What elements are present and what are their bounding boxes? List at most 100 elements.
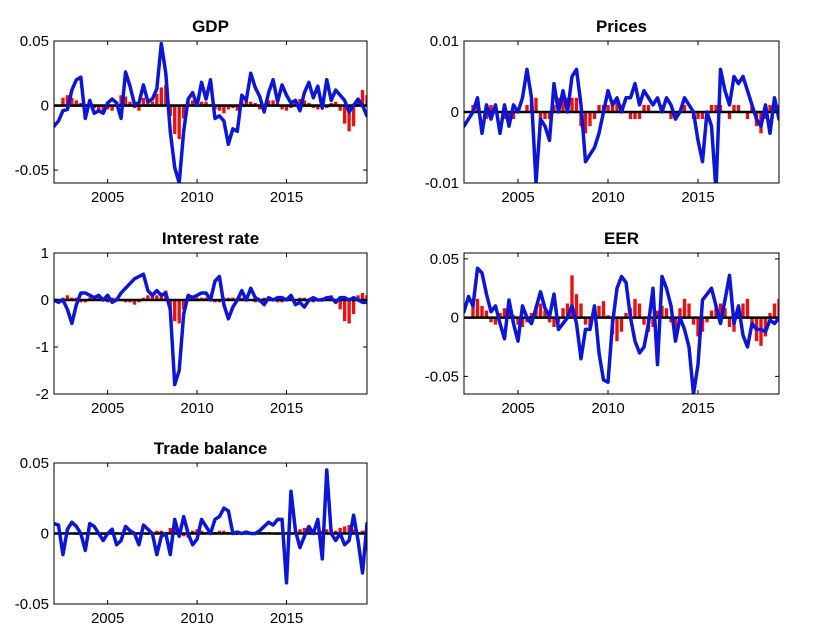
bar bbox=[181, 105, 186, 119]
bar bbox=[222, 530, 226, 534]
bar bbox=[360, 90, 365, 106]
y-tick-label: -2 bbox=[36, 386, 49, 403]
bar bbox=[727, 112, 732, 120]
bar bbox=[615, 97, 619, 112]
chart-title: Interest rate bbox=[162, 229, 259, 248]
bar bbox=[351, 529, 356, 534]
y-tick-label: 0 bbox=[451, 104, 459, 121]
y-tick-label: 0.01 bbox=[430, 33, 459, 50]
bar bbox=[678, 308, 682, 318]
bar bbox=[520, 317, 525, 328]
bar bbox=[637, 303, 642, 318]
bar bbox=[155, 295, 159, 300]
bar bbox=[601, 301, 606, 318]
bar bbox=[687, 303, 691, 318]
bar bbox=[258, 105, 262, 110]
bar bbox=[579, 303, 583, 318]
y-tick-label: 0.05 bbox=[20, 33, 49, 50]
bar bbox=[137, 105, 141, 111]
bar bbox=[619, 317, 624, 332]
bar bbox=[235, 105, 239, 111]
bar bbox=[217, 530, 222, 534]
bar bbox=[597, 104, 601, 112]
bar bbox=[543, 310, 547, 318]
y-tick-label: -0.05 bbox=[15, 162, 49, 179]
y-tick-label: 0.05 bbox=[20, 455, 49, 472]
bar bbox=[150, 295, 155, 300]
bar bbox=[173, 105, 177, 134]
bar bbox=[736, 104, 741, 112]
bar bbox=[574, 97, 579, 112]
bar bbox=[249, 101, 253, 106]
bar bbox=[669, 317, 673, 323]
bar bbox=[507, 112, 511, 120]
bar bbox=[204, 101, 208, 106]
bar bbox=[561, 308, 565, 318]
bar bbox=[768, 104, 772, 112]
bar bbox=[727, 317, 732, 328]
bar bbox=[146, 295, 150, 300]
bar bbox=[682, 298, 687, 318]
bar bbox=[768, 312, 772, 318]
bar bbox=[538, 112, 543, 120]
axes-frame bbox=[53, 252, 368, 395]
y-tick-label: 0 bbox=[451, 310, 459, 327]
bar bbox=[334, 101, 338, 106]
bar bbox=[360, 292, 365, 300]
bar bbox=[489, 317, 493, 323]
bar bbox=[543, 112, 547, 120]
panel-eer: 2005 2010 2015 0.05 0 -0.05 EER bbox=[425, 229, 780, 417]
x-tick-label: 2010 bbox=[180, 189, 213, 206]
panel-trade-balance: 2005 2010 2015 0.05 0 -0.05 Trade balance bbox=[15, 439, 368, 627]
bar bbox=[714, 104, 718, 112]
bar bbox=[159, 87, 163, 106]
bar bbox=[745, 298, 750, 318]
bar bbox=[498, 312, 502, 318]
bar bbox=[338, 105, 342, 111]
bar bbox=[173, 300, 177, 322]
bar bbox=[637, 112, 642, 120]
bar bbox=[190, 530, 195, 534]
bar bbox=[642, 104, 646, 112]
axes-frame bbox=[53, 40, 368, 184]
bar bbox=[696, 112, 700, 120]
bar bbox=[709, 104, 714, 112]
bar bbox=[181, 300, 186, 310]
bar bbox=[547, 317, 552, 323]
bar bbox=[655, 310, 660, 318]
bar bbox=[217, 105, 222, 111]
bar bbox=[110, 105, 114, 111]
bar bbox=[199, 530, 204, 534]
bar bbox=[534, 97, 538, 112]
bar bbox=[177, 300, 181, 324]
bar bbox=[70, 97, 74, 106]
bar bbox=[570, 275, 574, 318]
bar bbox=[624, 312, 628, 318]
bar bbox=[615, 317, 619, 342]
bar bbox=[745, 112, 750, 120]
bar bbox=[155, 530, 159, 534]
x-tick-label: 2005 bbox=[91, 189, 124, 206]
bar bbox=[691, 317, 696, 325]
bar bbox=[597, 305, 601, 318]
bar bbox=[338, 300, 342, 310]
x-tick-label: 2010 bbox=[180, 610, 213, 627]
bar bbox=[177, 105, 181, 140]
bar bbox=[302, 527, 307, 534]
x-tick-label: 2015 bbox=[270, 400, 303, 417]
bar bbox=[280, 105, 284, 110]
bar bbox=[351, 105, 356, 127]
bar bbox=[222, 105, 226, 114]
series-line bbox=[464, 266, 779, 394]
bar bbox=[633, 112, 637, 120]
bar bbox=[502, 308, 507, 318]
bar bbox=[159, 530, 163, 534]
bar bbox=[484, 310, 489, 318]
bar bbox=[592, 112, 597, 120]
bar bbox=[561, 97, 565, 112]
bar bbox=[772, 303, 777, 318]
bar bbox=[493, 317, 498, 325]
x-tick-label: 2015 bbox=[681, 189, 714, 206]
bar bbox=[480, 305, 484, 318]
